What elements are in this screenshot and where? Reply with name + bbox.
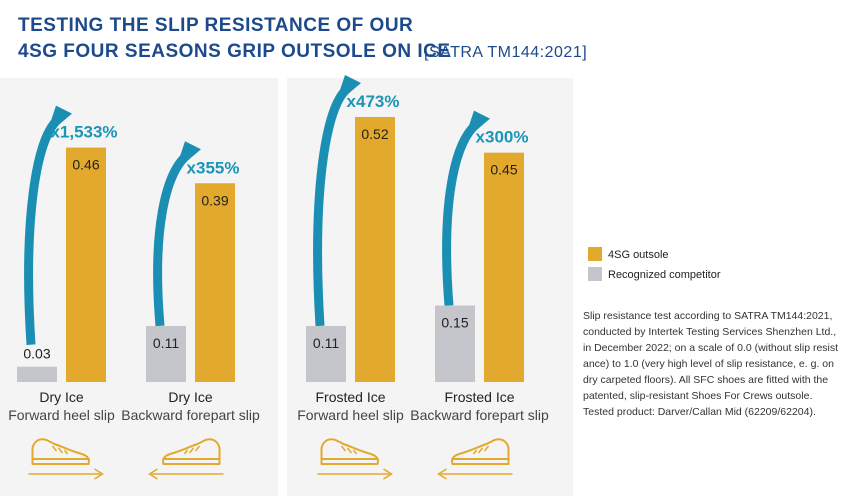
category-label-main: Frosted Ice xyxy=(315,389,385,405)
value-label-competitor: 0.15 xyxy=(441,315,468,331)
category-labels: Dry Ice Forward heel slip Dry Ice Backward … xyxy=(8,389,549,423)
growth-arrow-head xyxy=(335,75,361,105)
shoe-icon xyxy=(317,438,393,480)
value-label-4sg: 0.46 xyxy=(72,157,99,173)
chart-title-line2: 4SG FOUR SEASONS GRIP OUTSOLE ON ICE xyxy=(18,41,451,62)
value-label-4sg: 0.39 xyxy=(201,192,228,208)
category-label-sub: Forward heel slip xyxy=(8,407,115,423)
value-label-4sg: 0.45 xyxy=(490,162,517,178)
multiplier-label: x473% xyxy=(347,92,400,111)
growth-arrow-head xyxy=(175,141,201,172)
footnote: Slip resistance test according to SATRA … xyxy=(583,310,839,418)
value-label-competitor: 0.03 xyxy=(23,346,50,362)
growth-arrows xyxy=(24,75,490,346)
chart-title-standard: [SATRA TM144:2021] xyxy=(424,44,587,61)
bars xyxy=(17,117,524,382)
chart-title-line1: TESTING THE SLIP RESISTANCE OF OUR xyxy=(18,15,413,36)
multiplier-label: x355% xyxy=(187,158,240,177)
legend: 4SG outsole Recognized competitor xyxy=(588,247,721,281)
category-label-main: Dry Ice xyxy=(168,389,213,405)
multiplier-label: x1,533% xyxy=(50,123,117,142)
value-label-4sg: 0.52 xyxy=(361,126,388,142)
shoe-icon xyxy=(437,438,513,480)
frosted-ice-panel xyxy=(287,78,573,496)
bar-4sg xyxy=(66,147,106,382)
category-label-sub: Backward forepart slip xyxy=(410,407,549,423)
category-label-main: Dry Ice xyxy=(39,389,84,405)
bar-competitor xyxy=(306,325,346,382)
value-label-competitor: 0.11 xyxy=(313,335,339,351)
bar-labels: 0.03 0.46 x1,533% 0.11 0.39 x355% 0.11 0.52 x473… xyxy=(23,92,528,362)
bar-competitor xyxy=(146,325,186,382)
bar-4sg xyxy=(484,152,524,382)
bar-4sg xyxy=(195,183,235,382)
multiplier-label: x300% xyxy=(476,128,529,147)
shoe-icon xyxy=(28,438,104,480)
legend-swatch-competitor xyxy=(588,267,602,281)
growth-arrow-head xyxy=(46,105,72,136)
bar-competitor xyxy=(17,366,57,382)
shoe-icon xyxy=(148,438,224,480)
legend-label-competitor: Recognized competitor xyxy=(608,269,721,281)
legend-swatch-4sg xyxy=(588,247,602,261)
shoe-icons xyxy=(28,438,513,480)
bar-4sg xyxy=(355,117,395,382)
bar-competitor xyxy=(435,305,475,382)
category-label-sub: Backward forepart slip xyxy=(121,407,260,423)
category-label-main: Frosted Ice xyxy=(444,389,514,405)
value-label-competitor: 0.11 xyxy=(153,335,179,351)
category-label-sub: Forward heel slip xyxy=(297,407,404,423)
growth-arrow-head xyxy=(464,110,490,141)
legend-label-4sg: 4SG outsole xyxy=(608,249,669,261)
